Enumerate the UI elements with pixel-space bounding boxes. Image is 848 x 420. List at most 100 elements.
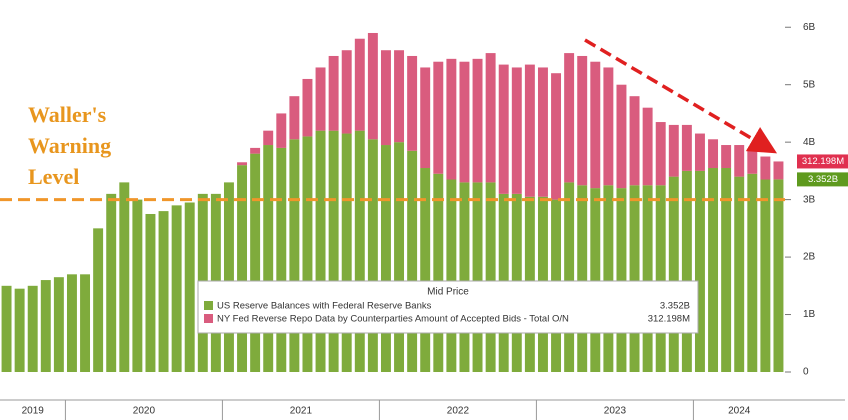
bar-segment [681, 124, 692, 171]
bar-segment [328, 130, 339, 372]
bar-segment [1, 285, 12, 372]
bar-segment [394, 50, 405, 143]
y-tick-label: 5B [803, 79, 816, 90]
bar-segment [747, 173, 758, 372]
bar-segment [380, 50, 391, 146]
bar-segment [760, 179, 771, 372]
bar-segment [446, 58, 457, 180]
legend-swatch [204, 314, 213, 323]
annotation: Warning [28, 133, 111, 158]
bar-segment [629, 96, 640, 186]
bar-segment [367, 139, 378, 372]
bar-segment [119, 182, 130, 372]
bar-segment [354, 130, 365, 372]
x-tick-label: 2024 [728, 406, 751, 417]
bar-segment [446, 179, 457, 372]
y-tick-label: 2B [803, 252, 816, 263]
y-tick-label: 4B [803, 137, 816, 148]
bar-segment [694, 133, 705, 171]
bar-segment [328, 55, 339, 131]
bar-segment [721, 168, 732, 372]
bar-segment [734, 145, 745, 177]
x-tick-label: 2019 [22, 406, 45, 417]
legend-swatch [204, 301, 213, 310]
value-tag-box [797, 172, 848, 187]
value-tag: 312.198M [802, 156, 844, 167]
bar-segment [315, 130, 326, 372]
bar-segment [590, 61, 601, 189]
bar-segment [380, 145, 391, 372]
bar-segment [237, 165, 248, 372]
bar-segment [564, 182, 575, 372]
value-tag: 3.352B [808, 174, 838, 185]
x-tick-label: 2020 [133, 406, 156, 417]
bar-segment [106, 193, 117, 372]
bar-segment [721, 145, 732, 169]
bar-segment [341, 50, 352, 134]
bar-segment [694, 170, 705, 372]
legend-box [197, 280, 699, 334]
bar-segment [145, 213, 156, 372]
bar-segment [655, 122, 666, 186]
bar-segment [708, 168, 719, 372]
bar-segment [472, 58, 483, 183]
bar-segment [132, 199, 143, 372]
bar-segment [237, 162, 248, 166]
bar-segment [367, 32, 378, 140]
bar-segment [302, 136, 313, 372]
bar-segment [629, 185, 640, 372]
bar-segment [590, 188, 601, 372]
bar-segment [433, 173, 444, 372]
bar-segment [564, 53, 575, 183]
bar-segment [420, 67, 431, 169]
bar-segment [472, 182, 483, 372]
bar-segment [158, 211, 169, 372]
bar-segment [668, 124, 679, 177]
bar-segment [289, 96, 300, 140]
bar-segment [681, 170, 692, 372]
x-tick-label: 2021 [290, 406, 313, 417]
bar-segment [276, 147, 287, 372]
bar-segment [354, 38, 365, 131]
bar-segment [276, 113, 287, 148]
bar-segment [537, 67, 548, 197]
bar-segment [524, 64, 535, 197]
bar-segment [433, 61, 444, 174]
bar-segment [407, 150, 418, 372]
bar-segment [485, 53, 496, 183]
y-tick-label: 0 [803, 367, 809, 378]
y-tick-label: 6B [803, 22, 816, 33]
bar-segment [459, 61, 470, 183]
legend-label: US Reserve Balances with Federal Reserve… [217, 301, 432, 312]
bar-segment [14, 288, 25, 372]
bar-segment [263, 145, 274, 372]
bar-segment [655, 185, 666, 372]
bar-segment [341, 133, 352, 372]
bar-segment [184, 202, 195, 372]
y-tick-label: 1B [803, 309, 816, 320]
bar-segment [53, 277, 64, 372]
bar-segment [459, 182, 470, 372]
bar-segment [734, 176, 745, 372]
legend-label: NY Fed Reverse Repo Data by Counterparti… [217, 314, 569, 325]
bar-segment [263, 130, 274, 146]
bar-segment [577, 185, 588, 372]
value-tag-box [797, 154, 848, 169]
bar-segment [773, 179, 784, 372]
bar-segment [668, 176, 679, 372]
bar-segment [420, 168, 431, 372]
bar-segment [498, 64, 509, 194]
legend-value: 3.352B [660, 301, 690, 312]
y-tick-label: 3B [803, 194, 816, 205]
bar-segment [642, 185, 653, 372]
bar-segment [394, 142, 405, 372]
bar-segment [773, 161, 784, 180]
bar-segment [80, 274, 91, 372]
bar-segment [250, 153, 261, 372]
bar-segment [289, 139, 300, 372]
bar-segment [616, 84, 627, 189]
bar-segment [616, 188, 627, 372]
bar-segment [223, 182, 234, 372]
x-tick-label: 2023 [604, 406, 627, 417]
